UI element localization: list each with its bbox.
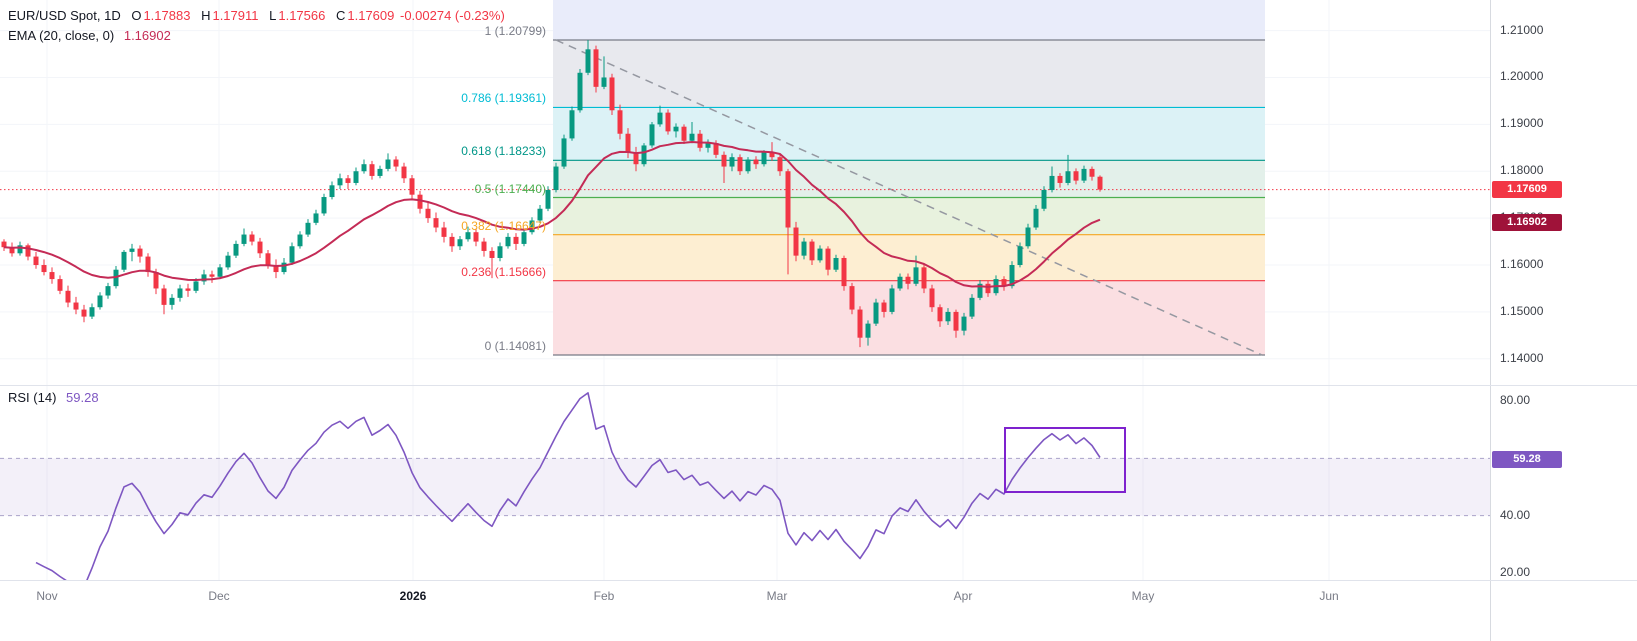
rsi-axis-tick: 20.00 (1500, 565, 1531, 579)
time-axis[interactable]: Nov Dec 2026 Feb Mar Apr May Jun (0, 581, 1490, 641)
ema-line (3, 141, 1101, 288)
open-label: O (131, 8, 142, 23)
rsi-indicator-label[interactable]: RSI (14) (8, 390, 57, 405)
ema-row: EMA (20, close, 0) 1.16902 (8, 26, 505, 46)
price-axis-tick: 1.20000 (1500, 69, 1544, 84)
rsi-axis-tick: 40.00 (1500, 507, 1531, 522)
high-value: 1.17911 (212, 8, 259, 23)
ohlc-row: EUR/USD Spot, 1D O 1.17883 H 1.17911 L 1.17… (8, 6, 505, 26)
price-axis-tick: 1.14000 (1500, 350, 1544, 365)
time-axis-label[interactable]: Feb (593, 589, 615, 603)
low-label: L (269, 8, 277, 23)
time-axis-label[interactable]: Nov (36, 589, 58, 603)
high-label: H (201, 8, 211, 23)
rsi-line (35, 392, 1101, 581)
change-value: -0.00274 (-0.23%) (400, 8, 505, 23)
price-axis-tick: 1.18000 (1500, 163, 1544, 178)
rsi-axis-tick: 80.00 (1500, 393, 1531, 407)
last-price-badge: 1.17609 (1492, 180, 1562, 198)
time-axis-label[interactable]: Dec (208, 589, 230, 603)
rsi-annotation-box (1004, 427, 1126, 493)
pane-separator[interactable] (0, 385, 1637, 386)
symbol-legend: EUR/USD Spot, 1D O 1.17883 H 1.17911 L 1.17… (8, 6, 505, 46)
price-axis-tick: 1.16000 (1500, 257, 1544, 272)
time-axis-label[interactable]: 2026 (399, 589, 427, 603)
candles-group (1, 39, 1103, 348)
rsi-chart-svg[interactable] (0, 385, 1490, 581)
time-axis-separator[interactable] (0, 580, 1637, 581)
time-axis-label[interactable]: Jun (1319, 589, 1339, 603)
close-label: C (335, 8, 346, 23)
rsi-indicator-value: 59.28 (66, 390, 99, 405)
price-axis-tick: 1.19000 (1500, 116, 1544, 131)
symbol-title[interactable]: EUR/USD Spot, 1D (8, 8, 121, 23)
close-value: 1.17609 (347, 8, 395, 23)
price-axis-tick: 1.21000 (1500, 22, 1544, 37)
time-axis-label[interactable]: May (1131, 589, 1155, 603)
rsi-value-badge: 59.28 (1492, 451, 1562, 469)
ema-indicator-value: 1.16902 (123, 28, 171, 43)
price-axis-tick: 1.15000 (1500, 303, 1544, 318)
price-axis[interactable]: 1.17609 1.16902 59.28 1.21000 1.20000 1.19… (1490, 0, 1637, 641)
price-chart-svg[interactable] (0, 0, 1490, 385)
time-axis-label[interactable]: Apr (953, 589, 973, 603)
low-value: 1.17566 (278, 8, 326, 23)
ema-value-badge: 1.16902 (1492, 213, 1562, 231)
open-value: 1.17883 (143, 8, 191, 23)
rsi-legend: RSI (14) 59.28 (8, 390, 99, 405)
ema-indicator-label[interactable]: EMA (20, close, 0) (8, 28, 115, 43)
time-axis-label[interactable]: Mar (766, 589, 788, 603)
